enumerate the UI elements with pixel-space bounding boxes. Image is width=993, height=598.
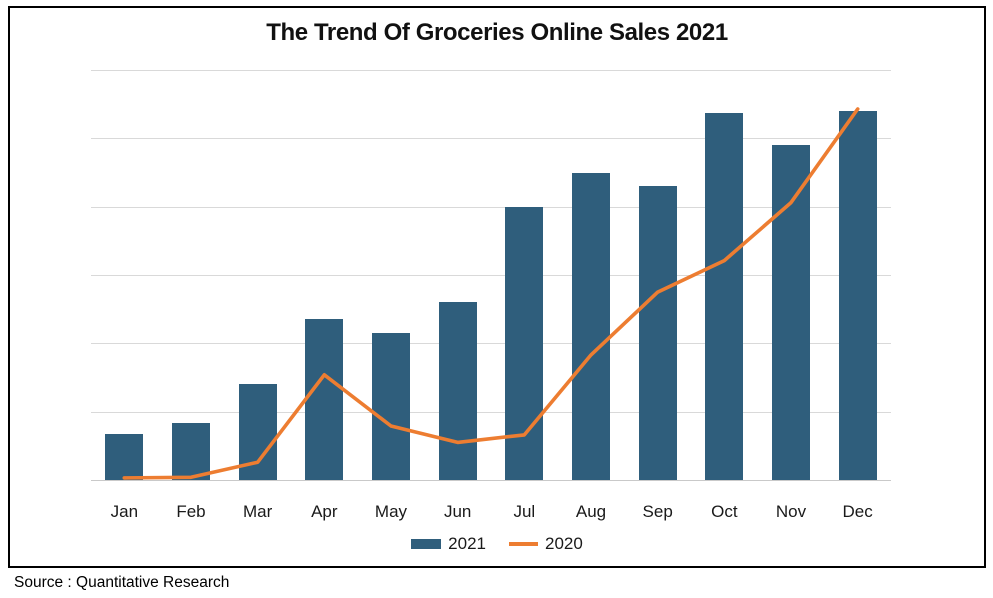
bar-jan (105, 433, 144, 480)
x-axis-label-jul: Jul (513, 502, 536, 521)
x-axis-label-jun: Jun (443, 502, 472, 521)
bar-may (372, 333, 410, 480)
x-axis-label-may: May (374, 502, 408, 521)
x-axis-label-oct: Oct (711, 502, 738, 521)
gridline (91, 70, 891, 71)
legend-label-2021: 2021 (448, 534, 486, 553)
gridline (91, 275, 891, 276)
line-series-2020 (122, 107, 860, 480)
chart-container: The Trend Of Groceries Online Sales 2021… (8, 6, 986, 568)
bar-sep (638, 186, 677, 480)
gridline (91, 343, 891, 345)
x-axis-label-nov: Nov (775, 502, 807, 521)
bar-jun (438, 302, 477, 480)
legend-line-2020-icon (509, 542, 538, 546)
legend-swatch-2021-icon (411, 539, 442, 549)
bar-apr (305, 318, 344, 480)
x-axis-label-apr: Apr (311, 502, 338, 521)
x-axis-label-mar: Mar (243, 502, 273, 521)
legend-label-2020: 2020 (545, 534, 583, 553)
bar-aug (572, 172, 610, 480)
x-axis-label-aug: Aug (575, 502, 607, 521)
gridline (91, 411, 891, 413)
gridline (91, 206, 891, 208)
x-axis-label-jan: Jan (110, 502, 139, 521)
x-axis-label-dec: Dec (842, 502, 873, 521)
source-note: Source : Quantitative Research (14, 574, 230, 591)
bar-feb (172, 422, 210, 480)
x-axis-line (91, 479, 891, 481)
plot-area: Jan Feb Mar Apr May Jun Jul Aug Sep Oct Nov Dec (91, 70, 891, 521)
x-axis-label-sep: Sep (642, 502, 673, 521)
bar-oct (705, 113, 744, 480)
gridline (91, 138, 891, 140)
x-axis-label-feb: Feb (176, 502, 206, 521)
chart-title: The Trend Of Groceries Online Sales 2021 (266, 19, 728, 46)
legend: 2021 2020 (10, 532, 984, 556)
bar-dec (838, 111, 877, 480)
